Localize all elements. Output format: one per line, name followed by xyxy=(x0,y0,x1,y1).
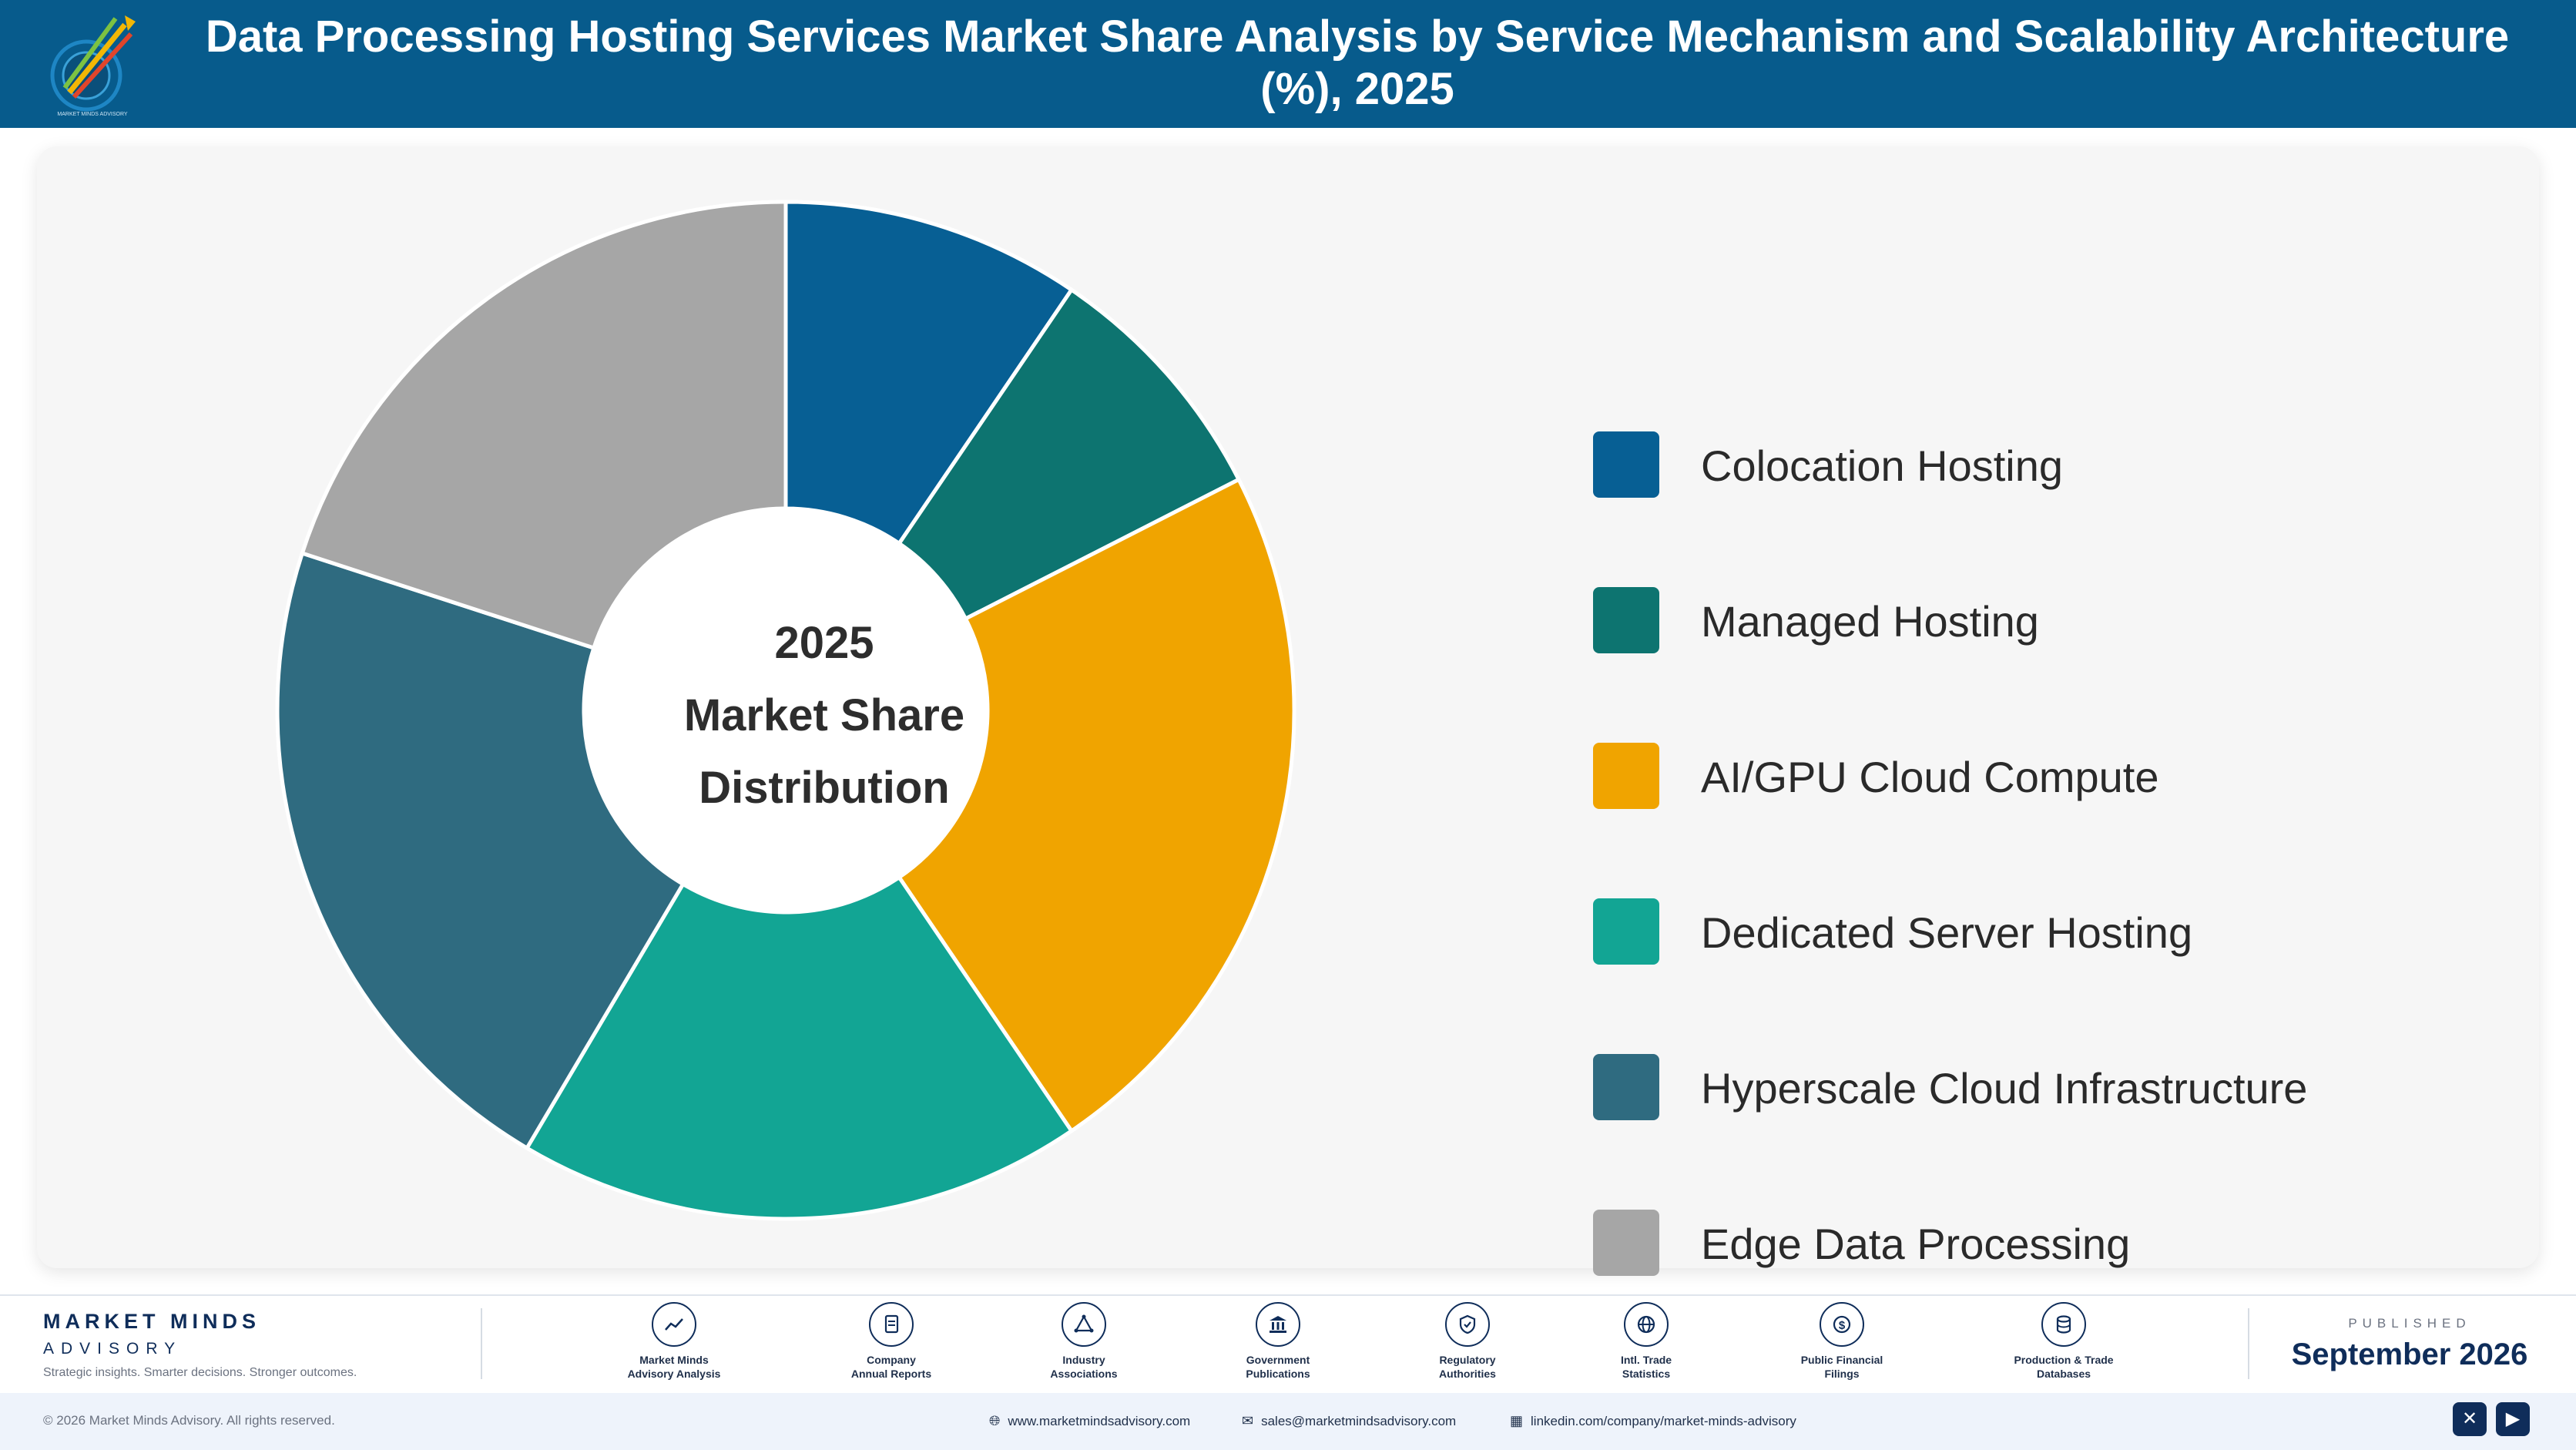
source-label: Production & Trade Databases xyxy=(2014,1354,2114,1380)
database-icon xyxy=(2041,1302,2086,1347)
published-block: PUBLISHED September 2026 xyxy=(2286,1316,2533,1372)
document-icon xyxy=(869,1302,914,1347)
legend-swatch xyxy=(1593,743,1659,809)
email-link[interactable]: ✉ sales@marketmindsadvisory.com xyxy=(1242,1413,1456,1429)
website-text[interactable]: www.marketmindsadvisory.com xyxy=(1008,1414,1191,1428)
sources-list: Market Minds Advisory Analysis Company Ann… xyxy=(585,1302,2126,1387)
chart-title-line1: Data Processing Hosting Services Market … xyxy=(205,12,2510,62)
legend-swatch xyxy=(1593,1054,1659,1120)
footer-divider xyxy=(0,1294,2576,1296)
source-label: Public Financial Filings xyxy=(1800,1354,1883,1380)
youtube-social-icon[interactable]: ▶ xyxy=(2496,1402,2530,1436)
svg-text:$: $ xyxy=(1839,1319,1846,1332)
globe-icon xyxy=(1624,1302,1669,1347)
source-item: Intl. Trade Statistics xyxy=(1558,1302,1735,1381)
center-label-line2: Market Share xyxy=(683,690,965,740)
legend-swatch xyxy=(1593,587,1659,653)
legend-item[interactable]: Managed Hosting xyxy=(1593,587,2517,653)
government-building-icon xyxy=(1256,1302,1300,1347)
center-label: 2025 Market Share Distribution xyxy=(639,607,1009,824)
mail-icon: ✉ xyxy=(1242,1413,1254,1428)
brand-tagline: Strategic insights. Smarter decisions. S… xyxy=(43,1366,357,1379)
linkedin-text[interactable]: linkedin.com/company/market-minds-adviso… xyxy=(1531,1414,1796,1428)
footer-separator xyxy=(481,1308,482,1379)
brand-subtitle: ADVISORY xyxy=(43,1340,183,1358)
globe-icon: 🌐︎ xyxy=(989,1413,1001,1428)
footer-separator xyxy=(2248,1308,2249,1379)
source-label: Government Publications xyxy=(1246,1354,1310,1380)
donut-hole xyxy=(584,509,988,912)
source-item: $ Public Financial Filings xyxy=(1753,1302,1930,1381)
legend-item[interactable]: Dedicated Server Hosting xyxy=(1593,898,2517,965)
legend-label: Managed Hosting xyxy=(1701,597,2039,646)
legend-label: Edge Data Processing xyxy=(1701,1220,2131,1268)
center-label-line1: 2025 xyxy=(774,618,874,668)
network-icon xyxy=(1062,1302,1106,1347)
chart-title-line2: (%), 2025 xyxy=(1260,64,1454,114)
legend-item[interactable]: Edge Data Processing xyxy=(1593,1210,2517,1276)
source-label: Intl. Trade Statistics xyxy=(1620,1354,1672,1380)
legend-swatch xyxy=(1593,898,1659,965)
source-item: Industry Associations xyxy=(995,1302,1172,1381)
source-label: Industry Associations xyxy=(1050,1354,1118,1380)
shield-check-icon xyxy=(1445,1302,1490,1347)
brand-name: MARKET MINDS xyxy=(43,1310,260,1333)
header-bar: MARKET MINDS ADVISORY Data Processing Ho… xyxy=(0,0,2576,128)
svg-text:MARKET MINDS ADVISORY: MARKET MINDS ADVISORY xyxy=(57,112,127,117)
trend-chart-icon xyxy=(652,1302,696,1347)
legend-label: AI/GPU Cloud Compute xyxy=(1701,753,2159,801)
legend-item[interactable]: Hyperscale Cloud Infrastructure xyxy=(1593,1054,2517,1120)
legend-swatch xyxy=(1593,431,1659,498)
source-item: Regulatory Authorities xyxy=(1379,1302,1556,1381)
source-item: Market Minds Advisory Analysis xyxy=(585,1302,763,1381)
published-date: September 2026 xyxy=(2291,1338,2528,1371)
copyright-text: © 2026 Market Minds Advisory. All rights… xyxy=(43,1413,335,1428)
brand-block: MARKET MINDS ADVISORY Strategic insights… xyxy=(43,1310,357,1380)
website-link[interactable]: 🌐︎ www.marketmindsadvisory.com xyxy=(989,1413,1190,1429)
legend-label: Hyperscale Cloud Infrastructure xyxy=(1701,1064,2308,1113)
x-social-icon[interactable]: ✕ xyxy=(2453,1402,2487,1436)
source-item: Company Annual Reports xyxy=(803,1302,980,1381)
chart-title: Data Processing Hosting Services Market … xyxy=(169,11,2545,116)
source-item: Government Publications xyxy=(1189,1302,1367,1381)
source-item: Production & Trade Databases xyxy=(1975,1302,2152,1381)
linkedin-link[interactable]: ▦ linkedin.com/company/market-minds-advis… xyxy=(1510,1413,1796,1429)
email-text[interactable]: sales@marketmindsadvisory.com xyxy=(1261,1414,1457,1428)
legend-label: Colocation Hosting xyxy=(1701,441,2064,490)
source-label: Company Annual Reports xyxy=(850,1354,932,1380)
linkedin-icon: ▦ xyxy=(1510,1413,1524,1428)
legend-item[interactable]: AI/GPU Cloud Compute xyxy=(1593,743,2517,809)
legend-label: Dedicated Server Hosting xyxy=(1701,908,2193,957)
source-label: Market Minds Advisory Analysis xyxy=(627,1354,721,1380)
legend-item[interactable]: Colocation Hosting xyxy=(1593,431,2517,498)
dollar-coin-icon: $ xyxy=(1820,1302,1864,1347)
center-label-line3: Distribution xyxy=(699,763,950,813)
published-label: PUBLISHED xyxy=(2348,1316,2471,1331)
chart-card: 2025 Market Share Distribution Colocatio… xyxy=(37,146,2539,1276)
legend-swatch xyxy=(1593,1210,1659,1276)
market-minds-logo-icon: MARKET MINDS ADVISORY xyxy=(50,15,136,117)
pie-chart xyxy=(275,200,1296,1221)
source-label: Regulatory Authorities xyxy=(1439,1354,1496,1380)
bottom-bar: © 2026 Market Minds Advisory. All rights… xyxy=(0,1393,2576,1450)
